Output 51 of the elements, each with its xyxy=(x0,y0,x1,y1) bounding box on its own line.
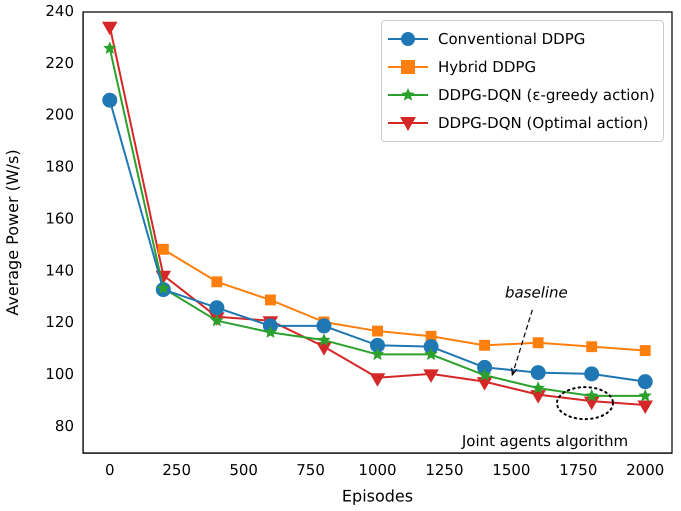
y-axis-title: Average Power (W/s) xyxy=(2,149,22,316)
x-tick-label: 0 xyxy=(105,460,115,479)
point xyxy=(316,318,332,334)
y-tick-label: 220 xyxy=(45,54,74,72)
annotation: baseline xyxy=(504,284,568,302)
x-tick-label: 250 xyxy=(162,460,192,479)
y-tick-label: 160 xyxy=(45,209,74,228)
point xyxy=(586,341,598,352)
y-tick-label: 100 xyxy=(45,365,74,384)
y-tick-label: 120 xyxy=(45,313,74,332)
point xyxy=(102,92,118,108)
x-tick-label: 1500 xyxy=(492,460,530,479)
x-tick-label: 1750 xyxy=(559,460,598,479)
point xyxy=(424,347,438,360)
legend-label: Conventional DDPG xyxy=(438,30,586,48)
point xyxy=(638,388,652,402)
point xyxy=(638,374,653,390)
x-axis-title: Episodes xyxy=(342,486,414,506)
point xyxy=(584,366,600,382)
point xyxy=(531,381,545,394)
y-tick-label: 180 xyxy=(45,158,74,176)
annotation: Joint agents algorithm xyxy=(460,432,628,450)
x-tick-label: 1000 xyxy=(358,460,397,479)
x-tick-label: 2000 xyxy=(626,460,664,479)
point xyxy=(211,276,222,288)
y-tick-label: 200 xyxy=(45,106,74,124)
point xyxy=(264,294,276,306)
x-tick-label: 500 xyxy=(229,460,258,479)
point xyxy=(209,300,224,316)
y-tick-label: 80 xyxy=(54,416,74,435)
point xyxy=(156,281,170,294)
point xyxy=(370,338,385,353)
x-tick-label: 1250 xyxy=(425,460,464,479)
y-tick-label: 140 xyxy=(45,261,74,280)
point xyxy=(585,388,598,402)
point xyxy=(103,41,116,54)
point xyxy=(532,337,544,348)
point xyxy=(264,325,278,338)
legend-label: Hybrid DDPG xyxy=(438,58,536,76)
point xyxy=(478,368,492,381)
legend-label: DDPG-DQN (Optimal action) xyxy=(438,114,649,132)
point xyxy=(370,347,384,360)
y-tick-label: 240 xyxy=(45,2,74,20)
point xyxy=(317,333,331,346)
point xyxy=(372,326,383,337)
point xyxy=(640,345,651,356)
point xyxy=(479,340,490,351)
x-tick-label: 750 xyxy=(296,460,325,479)
legend-label: DDPG-DQN (ε-greedy action) xyxy=(438,86,655,104)
point xyxy=(530,365,546,380)
point xyxy=(158,244,169,255)
